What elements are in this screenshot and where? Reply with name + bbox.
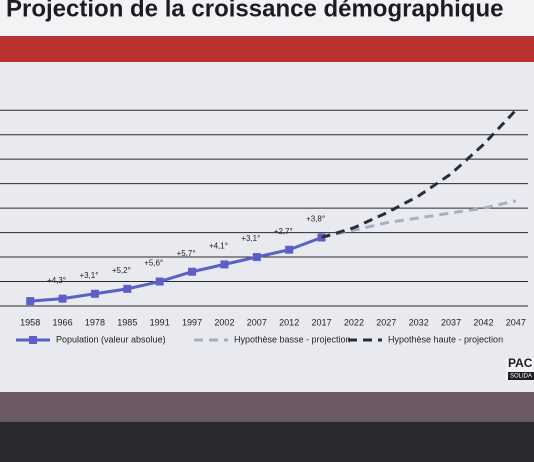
- x-tick-label: 2022: [344, 317, 364, 327]
- x-tick-label: 2027: [376, 317, 396, 327]
- x-tick-label: 2017: [312, 317, 332, 327]
- annotation: +3,1°: [79, 271, 98, 280]
- point: [58, 294, 67, 303]
- point: [252, 253, 261, 262]
- point: [90, 289, 99, 298]
- x-tick-label: 2002: [214, 317, 234, 327]
- legend-label: Hypothèse haute - projection: [388, 334, 503, 344]
- annotation: +5,7°: [177, 249, 196, 258]
- series-line: [321, 109, 517, 239]
- x-tick-label: 1958: [20, 317, 40, 327]
- annotation: +5,6°: [144, 259, 163, 268]
- annotation: +3,8°: [306, 215, 325, 224]
- x-tick-label: 1991: [150, 317, 170, 327]
- logo-sub: SOLIDA: [510, 374, 532, 380]
- point: [26, 297, 35, 306]
- x-tick-label: 1966: [53, 317, 73, 327]
- x-tick-label: 2012: [279, 317, 299, 327]
- annotation: +4,1°: [209, 242, 228, 251]
- point: [123, 284, 132, 293]
- slide-bottom: [0, 392, 534, 422]
- series-line: [321, 199, 517, 239]
- logo-sub-bg: [508, 372, 534, 380]
- x-tick-label: 2042: [473, 317, 493, 327]
- annotation: +2,7°: [274, 227, 293, 236]
- x-tick-label: 2007: [247, 317, 267, 327]
- title-band: [0, 0, 534, 36]
- point: [188, 267, 197, 276]
- legend-label: Hypothèse basse - projection: [234, 334, 351, 344]
- point: [285, 245, 294, 254]
- red-band: [0, 36, 534, 62]
- x-tick-label: 1978: [85, 317, 105, 327]
- x-tick-label: 2047: [506, 317, 526, 327]
- x-tick-label: 1997: [182, 317, 202, 327]
- annotation: +3,1°: [241, 234, 260, 243]
- annotation: +5,2°: [112, 266, 131, 275]
- legend-label: Population (valeur absolue): [56, 334, 166, 344]
- x-tick-label: 2032: [409, 317, 429, 327]
- point: [155, 277, 164, 286]
- series-line: [30, 236, 323, 303]
- chart-title: Projection de la croissance démographiqu…: [6, 0, 503, 22]
- annotation: +4,3°: [47, 276, 66, 285]
- legend-marker: [29, 336, 37, 344]
- x-tick-label: 2037: [441, 317, 461, 327]
- chart-area: [0, 62, 534, 392]
- logo: PAC: [508, 356, 533, 370]
- x-tick-label: 1985: [117, 317, 137, 327]
- point: [220, 260, 229, 269]
